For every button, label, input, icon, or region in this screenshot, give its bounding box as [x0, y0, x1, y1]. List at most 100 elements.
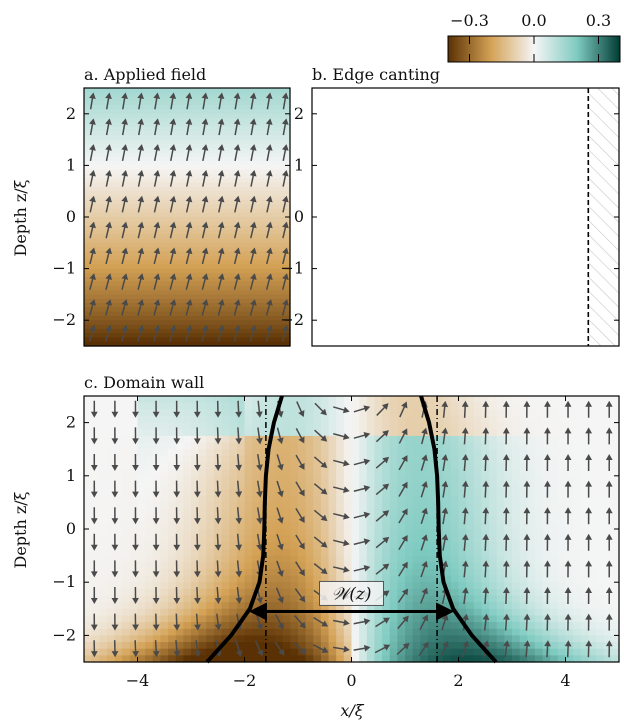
- heatmap-cell: [320, 396, 330, 404]
- heatmap-cell: [588, 535, 597, 543]
- heatmap-cell: [450, 402, 460, 410]
- heatmap-cell: [183, 515, 192, 523]
- heatmap-cell: [99, 489, 108, 497]
- heatmap-cell: [221, 462, 230, 470]
- heatmap-cell: [221, 522, 230, 530]
- heatmap-cell: [305, 489, 314, 497]
- heatmap-cell: [99, 515, 108, 523]
- heatmap-cell: [496, 455, 505, 464]
- heatmap-cell: [557, 615, 567, 623]
- heatmap-cell: [183, 449, 192, 457]
- heatmap-cell: [328, 568, 337, 577]
- vector-arrow-head: [105, 195, 112, 203]
- heatmap-cell: [443, 582, 452, 590]
- heatmap-cell: [420, 622, 429, 630]
- heatmap-cell: [466, 655, 475, 663]
- heatmap-cell: [527, 602, 536, 610]
- heatmap-cell: [550, 409, 559, 417]
- heatmap-cell: [565, 502, 574, 510]
- heatmap-cell: [160, 642, 169, 650]
- heatmap-cell: [282, 489, 291, 497]
- heatmap-cell: [420, 462, 429, 470]
- heatmap-cell: [611, 642, 620, 650]
- heatmap-cell: [596, 615, 605, 623]
- heatmap-cell: [343, 415, 353, 424]
- heatmap-cell: [343, 509, 353, 517]
- heatmap-cell: [122, 429, 131, 437]
- heatmap-cell: [412, 522, 421, 530]
- vector-arrow-head: [461, 480, 469, 487]
- heatmap-cell: [244, 535, 253, 543]
- heatmap-cell: [534, 535, 544, 543]
- heatmap-cell: [405, 529, 414, 537]
- heatmap-cell: [374, 509, 383, 517]
- heatmap-cell: [397, 469, 406, 477]
- heatmap-cell: [198, 582, 207, 590]
- heatmap-cell: [519, 415, 528, 424]
- heatmap-cell: [122, 455, 131, 464]
- heatmap-cell: [152, 442, 162, 450]
- heatmap-cell: [152, 455, 162, 464]
- heatmap-cell: [496, 396, 505, 404]
- vector-arrow-head: [233, 247, 241, 255]
- heatmap-cell: [114, 449, 123, 457]
- heatmap-cell: [534, 415, 544, 424]
- heatmap-cell: [519, 529, 528, 537]
- vector-arrow-head: [153, 92, 161, 99]
- heatmap-cell: [106, 595, 116, 603]
- heatmap-cell: [168, 449, 177, 457]
- heatmap-cell: [481, 529, 490, 537]
- heatmap-cell: [282, 515, 291, 523]
- heatmap-cell: [534, 409, 544, 417]
- heatmap-cell: [336, 635, 345, 643]
- heatmap-cell: [573, 435, 582, 444]
- heatmap-cell: [527, 429, 536, 437]
- heatmap-cell: [489, 588, 498, 597]
- vector-arrow-head: [343, 486, 350, 493]
- heatmap-cell: [366, 575, 376, 583]
- vector-arrow-head: [523, 400, 531, 407]
- heatmap-cell: [145, 402, 154, 410]
- vector-arrow-head: [90, 438, 98, 445]
- heatmap-cell: [588, 582, 597, 590]
- heatmap-cell: [374, 522, 383, 530]
- heatmap-cell: [145, 435, 154, 444]
- heatmap-cell: [91, 635, 100, 643]
- heatmap-cell: [145, 529, 154, 537]
- heatmap-cell: [191, 509, 200, 517]
- heatmap-cell: [290, 529, 299, 537]
- heatmap-cell: [259, 429, 269, 437]
- heatmap-cell: [84, 449, 93, 457]
- heatmap-cell: [366, 568, 376, 577]
- heatmap-cell: [389, 515, 398, 523]
- heatmap-cell: [389, 396, 398, 404]
- heatmap-cell: [458, 522, 467, 530]
- heatmap-cell: [359, 555, 368, 563]
- heatmap-cell: [527, 502, 536, 510]
- vector-arrow-head: [266, 324, 273, 332]
- wall-width-label: 𝒲(z): [331, 584, 371, 604]
- heatmap-cell: [206, 568, 215, 577]
- heatmap-cell: [122, 409, 131, 417]
- heatmap-cell: [382, 502, 391, 510]
- heatmap-cell: [542, 522, 551, 530]
- heatmap-cell: [275, 529, 284, 537]
- heatmap-cell: [275, 642, 284, 650]
- heatmap-cell: [389, 548, 398, 557]
- heatmap-cell: [122, 628, 131, 636]
- heatmap-cell: [320, 642, 330, 650]
- heatmap-cell: [611, 422, 620, 430]
- heatmap-cell: [588, 462, 597, 470]
- heatmap-cell: [152, 422, 162, 430]
- heatmap-cell: [596, 409, 605, 417]
- heatmap-cell: [374, 475, 383, 484]
- heatmap-cell: [160, 396, 169, 404]
- heatmap-cell: [183, 588, 192, 597]
- heatmap-cell: [565, 542, 574, 550]
- vector-arrow-head: [153, 324, 161, 332]
- heatmap-cell: [512, 402, 521, 410]
- heatmap-cell: [191, 449, 200, 457]
- heatmap-cell: [527, 615, 536, 623]
- heatmap-cell: [213, 608, 223, 617]
- vector-arrow-head: [585, 613, 593, 620]
